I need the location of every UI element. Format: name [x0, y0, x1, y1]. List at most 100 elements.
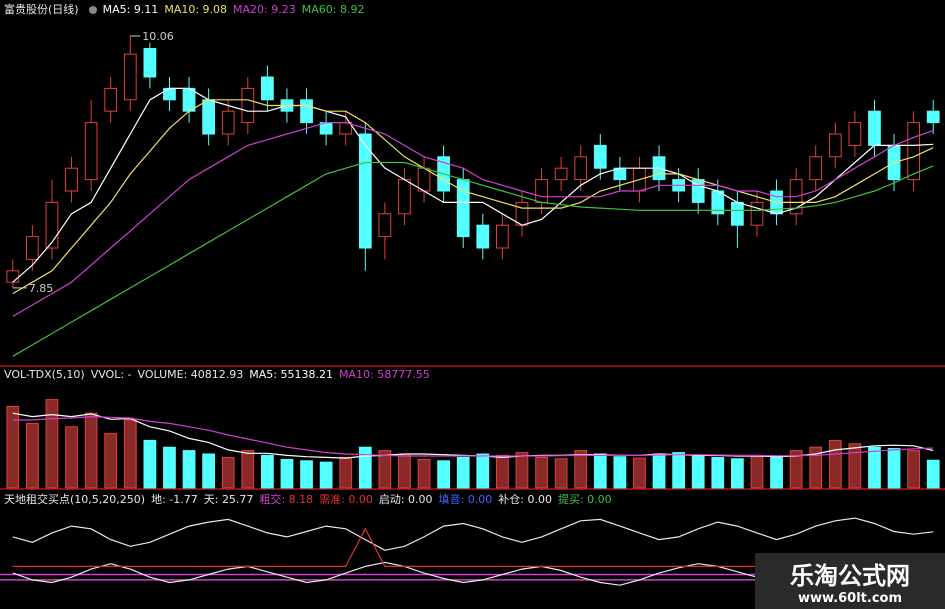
legend-value: 9.11 — [133, 3, 159, 16]
readout-name: 提买 — [558, 493, 587, 506]
volume-header: VOL-TDX(5,10) VVOL: - VOLUME40812.93 MA5551… — [4, 368, 436, 381]
volume-bar — [711, 456, 725, 489]
volume-bar — [163, 446, 176, 489]
candle-body — [809, 156, 823, 181]
candle-body — [417, 167, 431, 192]
volume-bar — [417, 458, 431, 489]
ma-line — [12, 99, 934, 295]
volume-bar — [809, 446, 823, 489]
volume-bar — [241, 450, 255, 489]
volume-bar — [123, 419, 137, 489]
legend-value: 8.92 — [339, 3, 365, 16]
volume-bar — [104, 433, 118, 489]
legend-value: 40812.93 — [190, 368, 244, 381]
volume-bar — [280, 458, 294, 489]
candle-body — [84, 122, 98, 181]
volume-bar — [633, 457, 646, 489]
legend-name: MA60 — [302, 3, 340, 16]
readout-value: 0.00 — [408, 493, 433, 506]
volume-bar — [45, 399, 59, 489]
candle-body — [300, 99, 313, 124]
volume-bar — [456, 456, 470, 489]
candle-body — [868, 110, 881, 146]
panel-title: 富贵股份(日线) — [4, 3, 79, 16]
candle-body — [398, 179, 411, 215]
volume-bar — [143, 439, 157, 489]
volume-bar — [358, 446, 372, 489]
candle-body — [554, 167, 568, 181]
candle-body — [26, 236, 39, 260]
candle-body — [515, 201, 529, 226]
candle-body — [143, 48, 157, 78]
volume-bar — [613, 456, 627, 489]
readout-value: 0.00 — [527, 493, 552, 506]
volume-bar — [652, 453, 666, 489]
candle-body — [6, 270, 20, 283]
readout-name: 需准 — [319, 493, 348, 506]
volume-bar — [26, 422, 39, 489]
readout-name: 补仓 — [498, 493, 527, 506]
volume-bar — [261, 454, 274, 489]
candle-body — [65, 167, 78, 192]
legend-value: 9.23 — [271, 3, 296, 16]
legend-name: MA20 — [233, 3, 271, 16]
watermark-url: www.60lt.com — [797, 591, 903, 606]
candle-body — [476, 224, 490, 249]
ma-line — [12, 87, 934, 283]
readout-value: 0.00 — [348, 493, 373, 506]
legend-name: MA5 — [103, 3, 134, 16]
candle-body — [123, 53, 137, 101]
candle-body — [241, 87, 255, 124]
volume-bar — [672, 452, 685, 489]
readout-value: 0.00 — [587, 493, 612, 506]
candle-body — [358, 133, 372, 249]
candle-body — [104, 87, 118, 112]
candle-body — [45, 201, 59, 249]
candle-body — [261, 76, 274, 101]
legend-name: 地 — [151, 493, 169, 506]
volume-bar — [887, 448, 901, 489]
candle-body — [202, 99, 215, 135]
readout-name: 粗交 — [259, 493, 288, 506]
candle-body — [221, 110, 235, 135]
volume-ma-line — [12, 415, 934, 457]
candle-body — [750, 201, 764, 226]
watermark-title: 乐淘公式网 — [790, 561, 910, 590]
volume-bar — [202, 453, 215, 489]
icon — [88, 6, 97, 14]
legend-name: VOLUME — [138, 368, 191, 381]
volume-bar — [515, 452, 529, 489]
candle-body — [731, 201, 744, 226]
candle-body — [574, 156, 588, 181]
readout-value: 0.00 — [467, 493, 493, 506]
volume-bar — [770, 456, 783, 489]
readout-value: 8.18 — [288, 493, 314, 506]
readout-name: 填音 — [439, 493, 468, 506]
volume-bar — [789, 450, 803, 489]
candle-body — [496, 224, 509, 249]
panel-subtitle: VVOL: - — [90, 368, 132, 381]
volume-bar — [574, 450, 588, 489]
candle-body — [907, 122, 920, 181]
legend-value: 9.08 — [202, 3, 228, 16]
watermark: 乐淘公式网 www.60lt.com — [755, 553, 945, 609]
candle-body — [163, 87, 176, 101]
volume-bar — [339, 456, 353, 489]
candle-body — [593, 144, 607, 169]
candle-body — [378, 213, 392, 238]
legend-name: MA5 — [249, 368, 280, 381]
volume-bar — [182, 450, 196, 489]
legend-name: 天 — [204, 493, 222, 506]
candle-body — [848, 122, 862, 146]
volume-bar — [691, 455, 705, 489]
legend-value: -1.77 — [169, 493, 198, 506]
ma-line — [12, 122, 934, 317]
legend-name: MA10 — [164, 3, 202, 16]
volume-bar — [476, 453, 490, 489]
indicator-header: 天地租交买点(10,5,20,250)地-1.77天25.77粗交8.18需准0… — [4, 491, 618, 507]
candle-body — [535, 179, 548, 203]
volume-bar — [437, 460, 450, 489]
volume-bar — [496, 454, 509, 489]
